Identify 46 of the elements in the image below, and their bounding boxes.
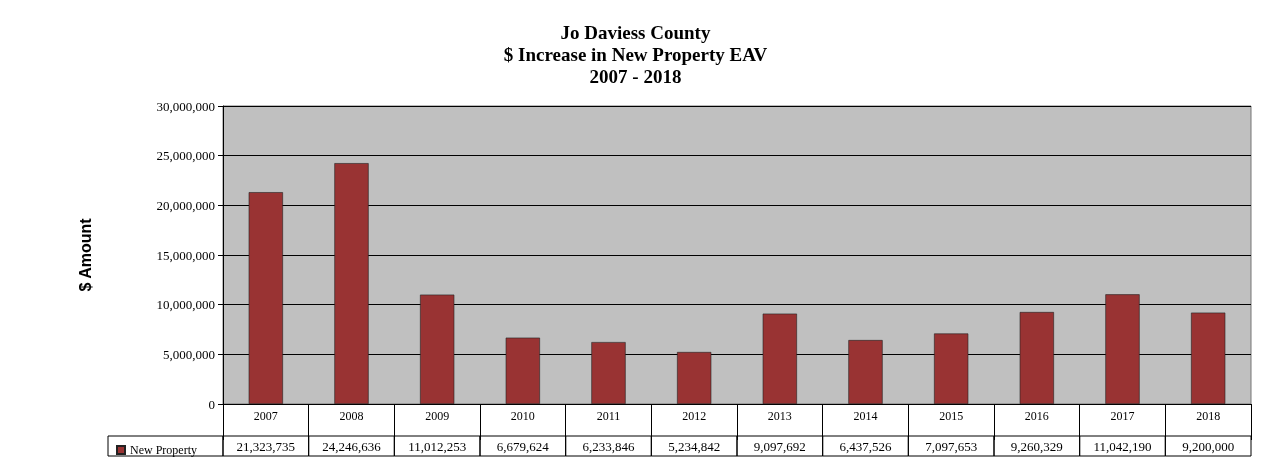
x-tick-label: 2014 [853, 409, 878, 423]
x-tick-label: 2012 [682, 409, 707, 423]
y-tick-label: 5,000,000 [163, 346, 215, 362]
bar [934, 333, 969, 404]
data-label: 9,200,000 [1182, 438, 1235, 454]
y-tick-label: 0 [208, 396, 215, 412]
legend-label: New Property [130, 443, 197, 457]
x-tick-label: 2008 [339, 409, 364, 423]
x-tick-label: 2007 [253, 409, 278, 423]
data-label: 21,323,735 [236, 438, 296, 454]
data-label: 5,234,842 [668, 438, 721, 454]
y-tick-label: 15,000,000 [156, 247, 215, 263]
bar [762, 313, 797, 404]
bar [248, 192, 283, 404]
data-label: 7,097,653 [925, 438, 978, 454]
data-label: 6,233,846 [582, 438, 635, 454]
y-tick-label: 25,000,000 [156, 148, 215, 164]
data-label: 6,679,624 [496, 438, 550, 454]
data-label: 11,042,190 [1093, 438, 1152, 454]
x-tick-label: 2018 [1196, 409, 1221, 423]
data-label: 11,012,253 [408, 438, 467, 454]
bar [848, 340, 883, 404]
bar [1105, 294, 1140, 404]
x-tick-label: 2015 [939, 409, 964, 423]
bar [591, 342, 626, 404]
x-tick-label: 2013 [767, 409, 792, 423]
data-label: 6,437,526 [839, 438, 892, 454]
x-tick-label: 2011 [596, 409, 621, 423]
y-tick-label: 10,000,000 [156, 297, 215, 313]
chart-title: Jo Daviess County $ Increase in New Property EAV 2007 - 2018 [503, 21, 768, 87]
bar [1019, 312, 1054, 404]
bar [1191, 312, 1226, 404]
bar [505, 337, 540, 404]
x-tick-label: 2009 [425, 409, 450, 423]
data-label: 9,097,692 [753, 438, 806, 454]
x-tick-label: 2017 [1110, 409, 1135, 423]
x-tick-label: 2016 [1024, 409, 1049, 423]
y-tick-label: 30,000,000 [156, 98, 215, 114]
y-tick-label: 20,000,000 [156, 197, 215, 213]
data-label: 24,246,636 [322, 438, 382, 454]
bar [420, 294, 455, 404]
y-axis-title: $ Amount [76, 217, 94, 292]
bar [334, 163, 369, 404]
data-label: 9,260,329 [1010, 438, 1063, 454]
x-tick-label: 2010 [510, 409, 535, 423]
bar [677, 352, 712, 404]
